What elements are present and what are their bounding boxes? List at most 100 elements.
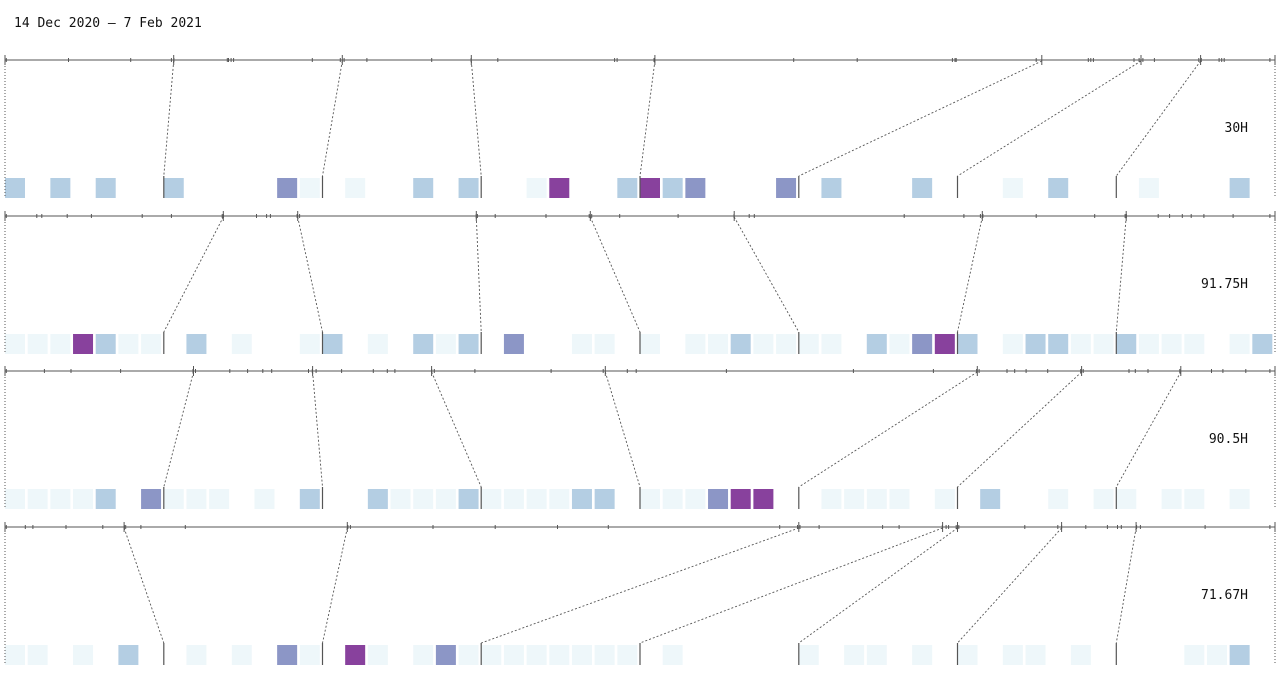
heatmap-cell (118, 645, 139, 665)
heatmap-cell (776, 334, 797, 354)
boundary-connector (1115, 216, 1127, 333)
heatmap-cell (1161, 334, 1182, 354)
heatmap-cell (458, 645, 479, 665)
heatmap-cell (957, 645, 978, 665)
heatmap-cell (95, 489, 116, 509)
heatmap-cell (957, 334, 978, 354)
heatmap-cell (367, 334, 388, 354)
heatmap-cell (549, 489, 570, 509)
boundary-connector (431, 371, 482, 488)
heatmap-cell (1048, 489, 1069, 509)
boundary-connector (322, 527, 348, 644)
heatmap-cell (934, 489, 955, 509)
heatmap-cell (640, 178, 660, 198)
boundary-connector (475, 216, 482, 333)
heatmap-cell (481, 489, 502, 509)
boundary-connector (481, 527, 799, 644)
heatmap-cell (413, 178, 434, 198)
heatmap-cell (1025, 334, 1046, 354)
heatmap-cell (1206, 645, 1227, 665)
heatmap-cell (753, 489, 774, 509)
boundary-connector (163, 371, 194, 488)
boundary-connector (798, 60, 1042, 177)
heatmap-cell (1070, 334, 1091, 354)
heatmap-cell (27, 489, 48, 509)
heatmap-cell (776, 178, 797, 198)
heatmap-cell (640, 489, 660, 509)
heatmap-cell (458, 334, 479, 354)
boundary-connector (163, 60, 175, 177)
boundary-connector (1115, 60, 1201, 177)
boundary-connector (1115, 371, 1182, 488)
heatmap-cell (413, 489, 434, 509)
heatmap-cell (821, 178, 842, 198)
heatmap-cell (5, 489, 25, 509)
row-label: 91.75H (1201, 277, 1248, 292)
heatmap-cell (821, 334, 842, 354)
heatmap-cell (980, 489, 1001, 509)
heatmap-cell (277, 178, 298, 198)
heatmap-cell (1184, 645, 1205, 665)
heatmap-cell (141, 334, 162, 354)
heatmap-cell (662, 489, 683, 509)
heatmap-cell (435, 645, 456, 665)
heatmap-cell (345, 645, 366, 665)
heatmap-cell (866, 645, 887, 665)
boundary-connector (957, 216, 983, 333)
heatmap-cell (5, 645, 25, 665)
heatmap-cell (549, 645, 570, 665)
heatmap-cell (821, 489, 842, 509)
heatmap-cell (299, 645, 320, 665)
heatmap-cell (458, 489, 479, 509)
heatmap-cell (1229, 334, 1250, 354)
heatmap-cell (73, 489, 94, 509)
heatmap-cell (912, 645, 933, 665)
boundary-connector (957, 60, 1142, 177)
heatmap-cell (798, 334, 819, 354)
heatmap-cell (934, 334, 955, 354)
heatmap-cell (50, 334, 71, 354)
heatmap-cell (617, 178, 638, 198)
heatmap-cell (27, 334, 48, 354)
heatmap-cell (503, 645, 524, 665)
heatmap-cell (753, 334, 774, 354)
heatmap-cell (889, 489, 910, 509)
heatmap-cell (367, 489, 388, 509)
heatmap-cell (1229, 489, 1250, 509)
heatmap-cell (27, 645, 48, 665)
heatmap-cell (1116, 489, 1137, 509)
heatmap-cell (1184, 489, 1205, 509)
heatmap-cell (73, 334, 94, 354)
heatmap-cell (254, 489, 275, 509)
boundary-connector (639, 60, 656, 177)
heatmap-cell (1002, 334, 1023, 354)
boundary-connector (798, 527, 958, 644)
heatmap-cell (640, 334, 660, 354)
heatmap-cell (5, 178, 25, 198)
heatmap-cell (322, 334, 343, 354)
heatmap-cell (1161, 489, 1182, 509)
heatmap-cell (730, 489, 751, 509)
heatmap-cell (118, 334, 139, 354)
row-label: 90.5H (1209, 432, 1248, 447)
heatmap-cell (844, 489, 865, 509)
heatmap-cell (163, 178, 184, 198)
heatmap-cell (662, 178, 683, 198)
heatmap-cell (571, 334, 592, 354)
boundary-connector (589, 216, 641, 333)
heatmap-cell (1116, 334, 1137, 354)
heatmap-cell (503, 334, 524, 354)
heatmap-cell (526, 645, 547, 665)
heatmap-cell (912, 334, 933, 354)
boundary-connector (123, 527, 165, 644)
boundary-connector (639, 527, 943, 644)
heatmap-cell (662, 645, 683, 665)
heatmap-cell (186, 489, 207, 509)
heatmap-cell (413, 334, 434, 354)
heatmap-cell (1093, 489, 1114, 509)
heatmap-cell (1093, 334, 1114, 354)
boundary-connector (604, 371, 641, 488)
row-label: 71.67H (1201, 588, 1248, 603)
heatmap-cell (186, 645, 207, 665)
heatmap-cell (209, 489, 230, 509)
